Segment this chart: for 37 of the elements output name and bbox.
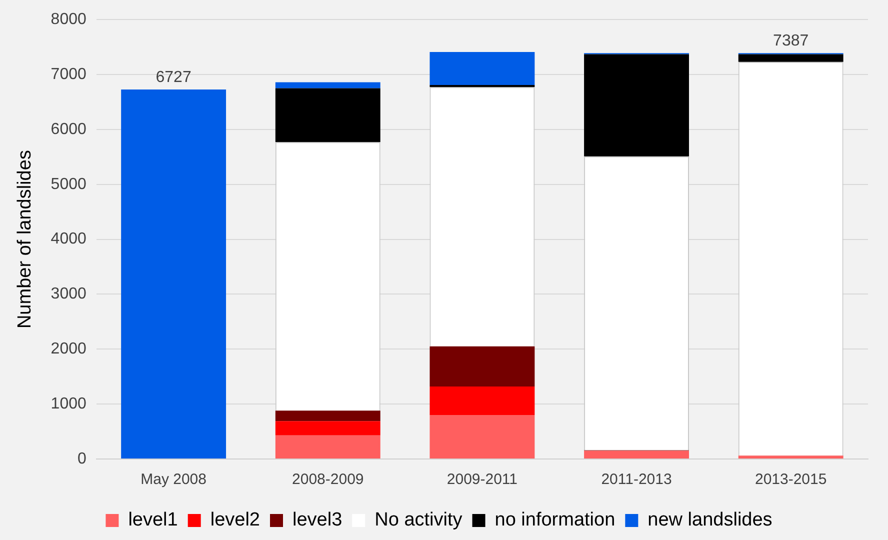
- legend-label: level2: [210, 510, 260, 531]
- legend-label: level1: [128, 510, 178, 531]
- bar: [430, 346, 535, 386]
- legend-label: no information: [494, 510, 616, 531]
- bar: [738, 54, 844, 62]
- y-tick-label: 3000: [50, 286, 86, 303]
- x-tick-label: May 2008: [140, 471, 206, 488]
- total-label: 6727: [156, 68, 192, 86]
- x-tick-label: 2008-2009: [292, 471, 364, 488]
- y-tick-label: 4000: [50, 230, 86, 248]
- y-tick-label: 2000: [50, 340, 86, 358]
- bar: [275, 410, 380, 422]
- total-label: 7387: [773, 32, 809, 50]
- bar: [275, 421, 380, 436]
- bar: [584, 54, 689, 156]
- legend-label: No activity: [374, 510, 463, 531]
- y-tick-label: 6000: [50, 120, 86, 138]
- bar: [584, 450, 689, 458]
- bar: [275, 82, 380, 88]
- bar: [275, 88, 380, 142]
- bar: [275, 435, 380, 458]
- bar: [430, 52, 535, 85]
- bar: [430, 386, 535, 416]
- bar: [121, 90, 226, 458]
- x-tick-label: 2009-2011: [446, 471, 518, 488]
- y-tick-label: 8000: [50, 11, 86, 28]
- y-axis-title: Number of landslides: [14, 150, 36, 329]
- bar: [430, 84, 535, 88]
- legend-label: new landslides: [648, 510, 772, 531]
- x-tick-label: 2013-2015: [754, 471, 827, 488]
- x-tick-label: 2011-2013: [601, 471, 672, 488]
- legend-label: level3: [292, 510, 342, 531]
- bar: [430, 415, 535, 458]
- y-tick-label: 5000: [50, 176, 86, 193]
- y-tick-label: 0: [77, 450, 86, 468]
- y-tick-label: 7000: [50, 66, 86, 83]
- y-tick-label: 1000: [50, 395, 86, 412]
